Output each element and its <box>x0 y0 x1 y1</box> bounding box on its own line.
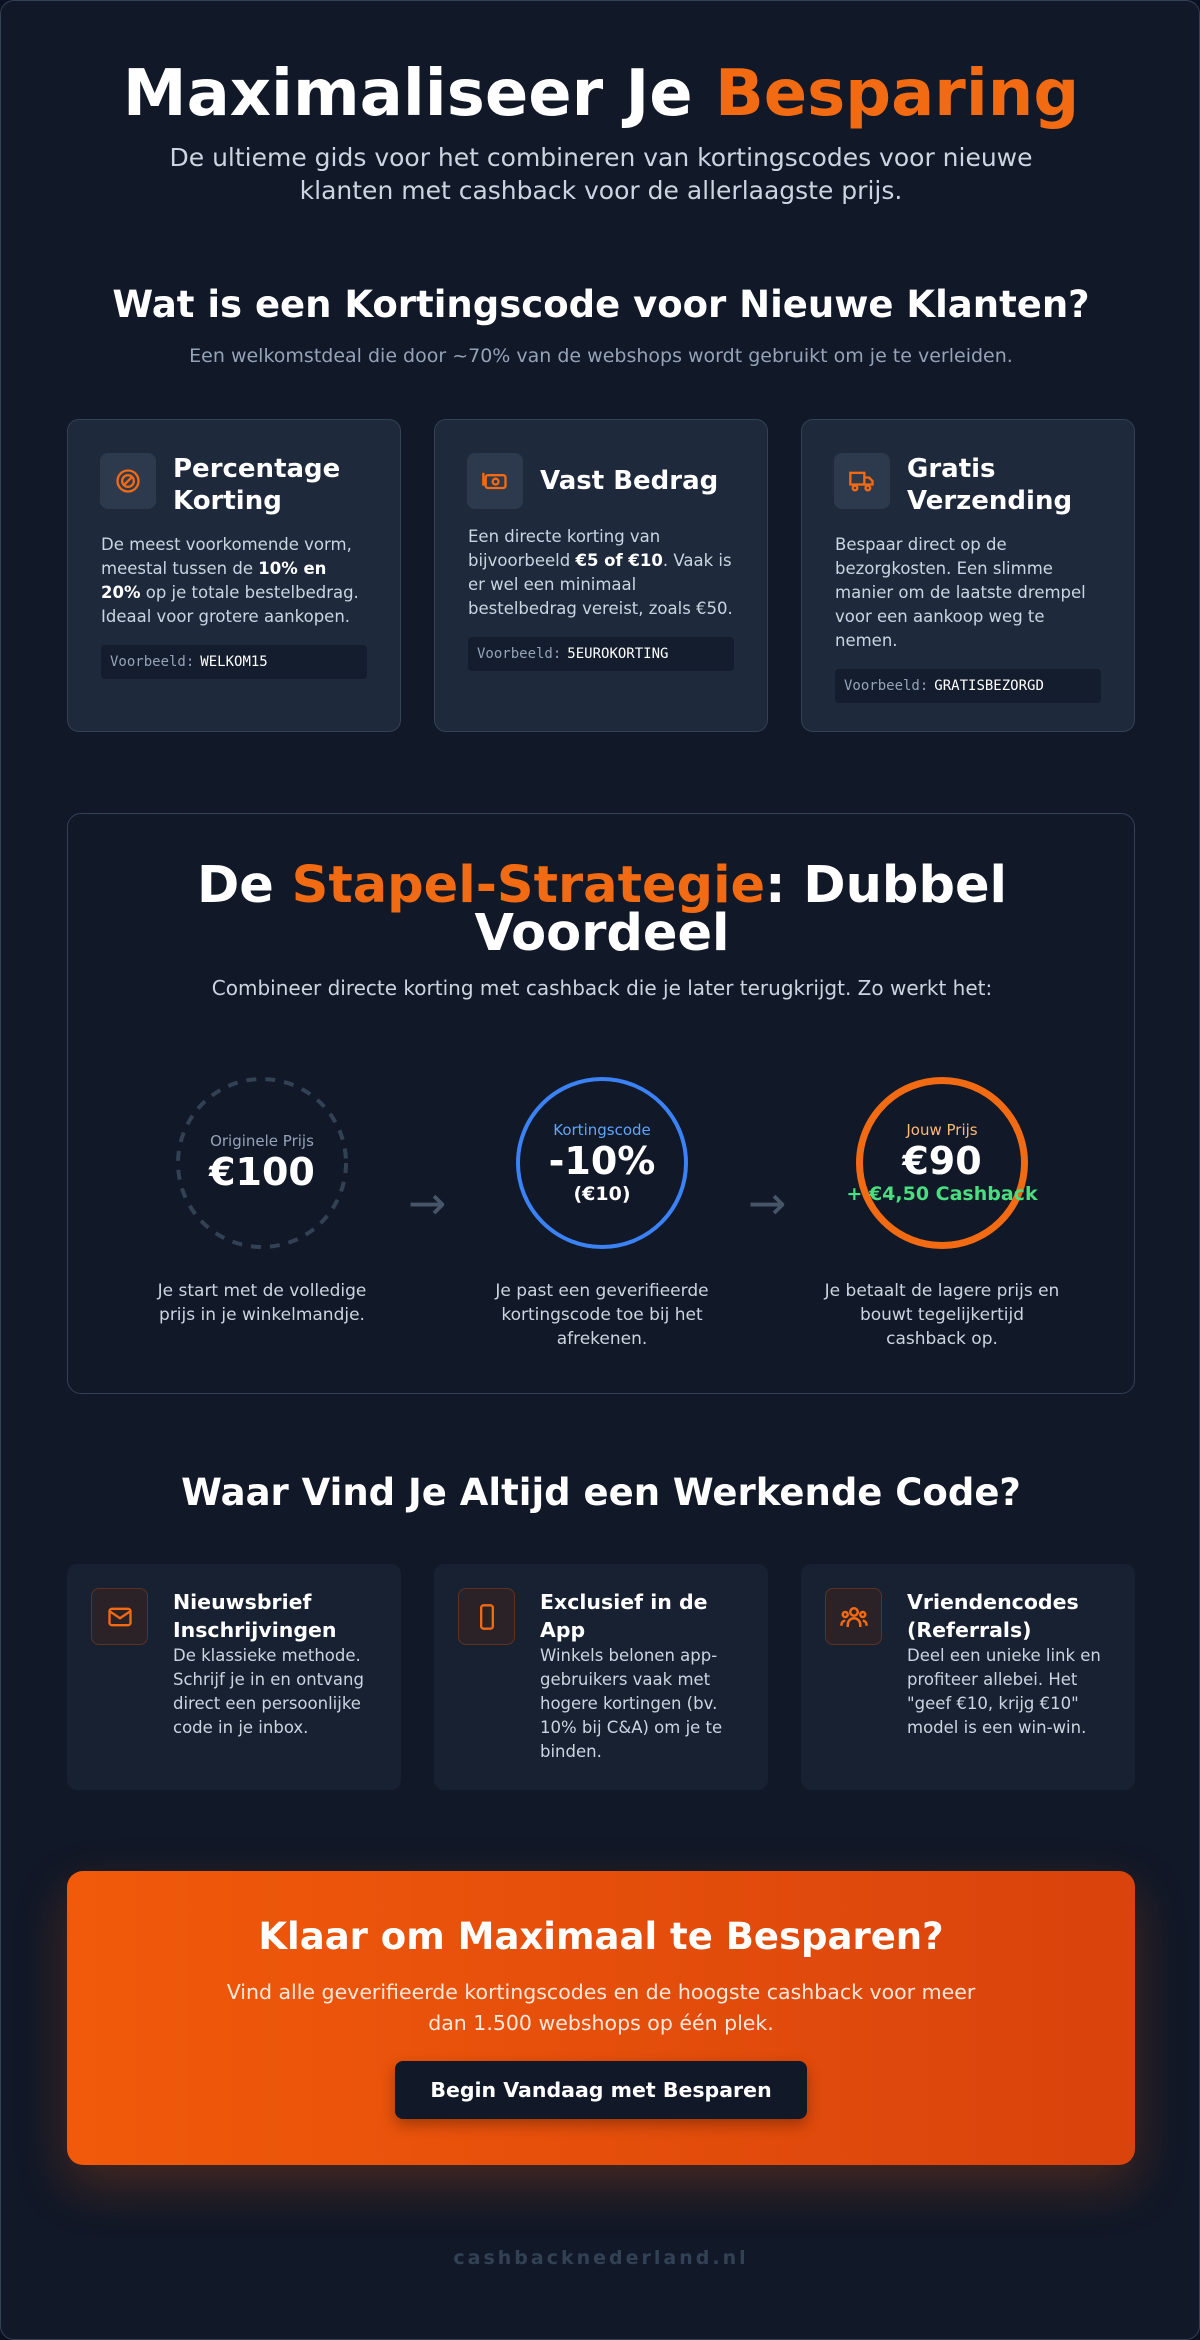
source-title: Vriendencodes (Referrals) <box>907 1590 1079 1642</box>
page-subtitle: De ultieme gids voor het combineren van … <box>169 143 1033 205</box>
strategy-subheading: Combineer directe korting met cashback d… <box>211 976 993 1000</box>
source-icon <box>91 1588 148 1645</box>
example-label: Voorbeeld: <box>844 678 929 694</box>
body-text: . Vaak is er wel een minimaal bestelbedr… <box>468 551 733 618</box>
card-body: Een directe korting van bijvoorbeeld €5 … <box>468 525 734 621</box>
step-content: Originele Prijs €100 <box>132 1073 392 1253</box>
step: Originele Prijs €100 Je start met de volle… <box>132 1073 392 1327</box>
card-title: Gratis Verzending <box>907 454 1073 516</box>
source-icon <box>825 1588 882 1645</box>
step-caption: Je betaalt de lagere prijs en bouwt tege… <box>824 1281 1060 1349</box>
card-icon <box>834 453 890 509</box>
step-value: €100 <box>209 1150 315 1194</box>
example-code: Voorbeeld: 5EUROKORTING <box>468 637 734 671</box>
card-body: Bespaar direct op de bezorgkosten. Een s… <box>835 533 1101 653</box>
source-card: Vriendencodes (Referrals) Deel een unieke… <box>801 1564 1135 1790</box>
step-value: €90 <box>902 1139 982 1183</box>
card-body: De meest voorkomende vorm, meestal tusse… <box>101 533 367 629</box>
source-body: Deel een unieke link en profiteer allebe… <box>907 1646 1101 1737</box>
card-icon <box>100 453 156 509</box>
info-card: Percentage Korting De meest voorkomende v… <box>67 419 401 732</box>
example-code: Voorbeeld: GRATISBEZORGD <box>835 669 1101 703</box>
arrow-icon: → <box>408 1176 447 1230</box>
page-title: Maximaliseer Je Besparing <box>1 57 1199 131</box>
card-title: Percentage Korting <box>173 454 341 516</box>
section-subheading: Een welkomstdeal die door ~70% van de we… <box>189 345 1013 367</box>
step-value: -10% <box>548 1139 656 1183</box>
source-title: Nieuwsbrief Inschrijvingen <box>173 1590 337 1642</box>
step: Kortingscode -10% (€10) Je past een geverif… <box>472 1073 732 1351</box>
step-content: Jouw Prijs €90 + €4,50 Cashback <box>812 1073 1072 1253</box>
source-card: Exclusief in de App Winkels belonen app-g… <box>434 1564 768 1790</box>
info-card: Gratis Verzending Bespaar direct op de be… <box>801 419 1135 732</box>
example-code: Voorbeeld: WELKOM15 <box>101 645 367 679</box>
example-value: 5EUROKORTING <box>567 646 669 662</box>
body-text: Bespaar direct op de bezorgkosten. Een s… <box>835 535 1086 650</box>
cta-title: Klaar om Maximaal te Besparen? <box>258 1915 944 1958</box>
ring <box>856 1077 1028 1249</box>
step-caption: Je start met de volledige prijs in je wi… <box>157 1281 367 1325</box>
heading-part: : Dubbel Voordeel <box>474 856 1008 963</box>
step-detail: (€10) <box>573 1183 631 1205</box>
example-value: GRATISBEZORGD <box>934 678 1044 694</box>
info-card: Vast Bedrag Een directe korting van bijvo… <box>434 419 768 732</box>
footer: cashbacknederland.nl <box>453 2247 749 2269</box>
cta-button[interactable]: Begin Vandaag met Besparen <box>395 2061 807 2119</box>
step-ring <box>472 1073 732 1253</box>
strategy-panel: De Stapel-Strategie: Dubbel Voordeel Com… <box>67 813 1135 1394</box>
step-detail: + €4,50 Cashback <box>846 1183 1038 1205</box>
source-body: Winkels belonen app-gebruikers vaak met … <box>540 1646 723 1761</box>
body-text: Een directe korting van bijvoorbeeld <box>468 527 661 570</box>
step-label: Originele Prijs <box>210 1132 314 1150</box>
title-highlight: Besparing <box>714 57 1080 131</box>
step-label: Jouw Prijs <box>906 1121 978 1139</box>
source-icon <box>458 1588 515 1645</box>
step: Jouw Prijs €90 + €4,50 Cashback Je betaalt … <box>812 1073 1072 1351</box>
body-highlight: 10% en 20% <box>101 559 327 602</box>
step-ring <box>132 1073 392 1253</box>
ring <box>176 1077 348 1249</box>
body-text: op je totale bestelbedrag. Ideaal voor g… <box>101 583 359 626</box>
step-label: Kortingscode <box>553 1121 651 1139</box>
section-heading: Wat is een Kortingscode voor Nieuwe Klan… <box>112 283 1090 326</box>
card-icon <box>467 453 523 509</box>
card-title: Vast Bedrag <box>540 466 719 496</box>
example-label: Voorbeeld: <box>477 646 562 662</box>
example-value: WELKOM15 <box>200 654 268 670</box>
cta-text: Vind alle geverifieerde kortingscodes en… <box>226 1980 976 2035</box>
example-label: Voorbeeld: <box>110 654 195 670</box>
arrow-icon: → <box>748 1176 787 1230</box>
cta-banner: Klaar om Maximaal te Besparen? Vind alle… <box>67 1871 1135 2165</box>
heading-part: De <box>196 856 292 915</box>
ring <box>516 1077 688 1249</box>
body-highlight: €5 of €10 <box>575 551 663 570</box>
step-caption: Je past een geverifieerde kortingscode t… <box>495 1281 709 1349</box>
source-title: Exclusief in de App <box>540 1590 708 1642</box>
strategy-heading: De Stapel-Strategie: Dubbel Voordeel <box>168 860 1036 959</box>
source-card: Nieuwsbrief Inschrijvingen De klassieke m… <box>67 1564 401 1790</box>
step-ring <box>812 1073 1072 1253</box>
body-text: De meest voorkomende vorm, meestal tusse… <box>101 535 352 578</box>
heading-highlight: Stapel-Strategie <box>291 856 766 915</box>
source-body: De klassieke methode. Schrijf je in en o… <box>173 1646 364 1737</box>
step-content: Kortingscode -10% (€10) <box>472 1073 732 1253</box>
section-heading: Waar Vind Je Altijd een Werkende Code? <box>181 1471 1021 1514</box>
title-part: Maximaliseer Je <box>122 57 715 131</box>
